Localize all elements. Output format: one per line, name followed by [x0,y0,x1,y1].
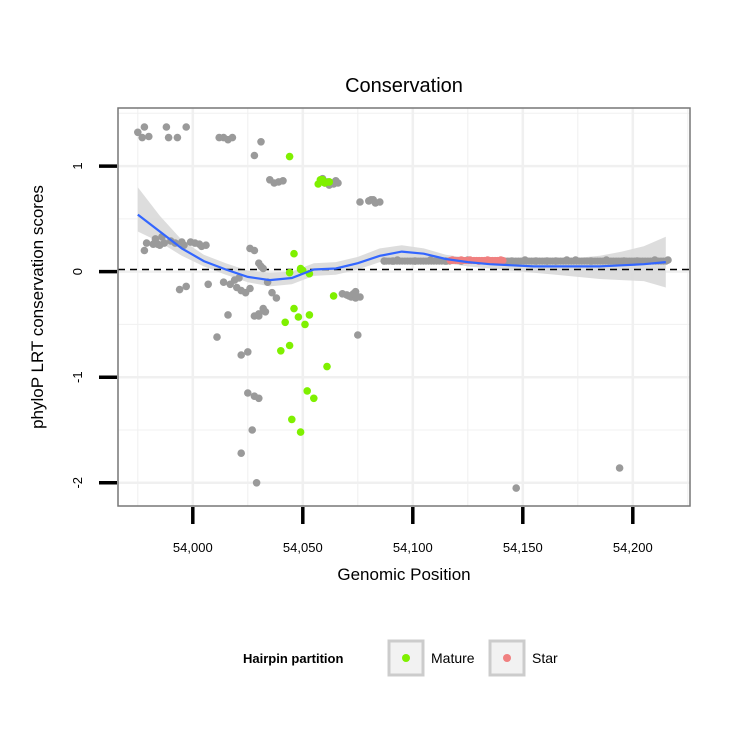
other-point [254,394,263,403]
other-point [134,128,142,137]
mature-point [288,415,296,424]
mature-point [325,178,334,186]
other-point [237,449,245,458]
other-point [180,241,188,249]
y-tick-label: 1 [70,162,85,169]
other-point [512,484,520,492]
legend: Hairpin partition Mature Star [243,639,558,677]
mature-point [281,318,290,327]
other-point [235,274,243,282]
mature-point [285,341,294,350]
y-tick-label: -1 [70,371,85,383]
panel-border [117,107,691,507]
other-point [138,133,146,142]
mature-point [310,394,318,403]
smooth-line [137,213,666,282]
legend-label-star: Star [532,650,558,666]
x-axis-title: Genomic Position [337,565,470,584]
mature-point [305,311,314,319]
plot-panel [118,108,690,506]
mature-point [301,320,309,329]
other-point [173,133,182,142]
other-point [246,284,254,293]
other-point [204,280,212,289]
y-tick-label: -2 [70,477,85,489]
y-axis-title: phyloP LRT conservation scores [28,185,47,429]
other-point [248,426,256,434]
mature-point [285,268,294,277]
other-point [268,288,276,297]
other-point [662,257,670,265]
smooth-line-layer [137,213,666,282]
other-point [244,389,252,397]
other-point [213,333,221,341]
y-axis: -2 -1 0 1 [70,162,117,489]
other-point [162,123,171,131]
legend-label-mature: Mature [431,650,475,666]
other-point [356,198,364,206]
other-point [219,278,228,287]
other-point [369,196,378,204]
other-point [228,133,237,142]
other-point [140,246,149,255]
other-point [338,290,347,298]
other-point [224,311,232,319]
mature-point [294,313,303,321]
other-point [334,179,342,187]
x-tick-label: 54,100 [393,540,433,555]
other-point [254,312,263,320]
x-tick-label: 54,000 [173,540,213,555]
chart-title: Conservation [345,75,463,97]
other-point [244,348,252,356]
other-point [259,264,268,273]
other-point [376,198,384,206]
other-point [237,351,245,359]
other-point [354,331,362,339]
other-point [252,479,261,487]
mature-point [303,387,312,395]
other-point [175,285,184,294]
other-point [257,138,265,146]
mature-point [323,362,331,371]
mature-point [296,428,305,436]
star-point [499,256,507,265]
other-point [160,239,168,247]
data-points-layer [134,123,672,492]
legend-swatch-star [503,654,511,662]
other-point [250,151,259,160]
x-tick-label: 54,150 [503,540,543,555]
mature-point [277,347,285,355]
gridlines [118,108,690,506]
other-point [259,304,268,313]
mature-point [290,249,298,258]
mature-point [285,152,294,161]
x-tick-label: 54,200 [613,540,653,555]
other-point [356,293,364,301]
other-point [250,246,259,255]
other-point [279,177,287,185]
y-tick-label: 0 [70,268,85,275]
mature-point [296,265,305,274]
legend-title: Hairpin partition [243,651,343,666]
other-point [182,282,190,291]
legend-key-mature [387,639,425,677]
other-point [615,464,624,472]
legend-swatch-mature [402,654,410,662]
other-point [164,133,173,142]
mature-point [318,176,327,184]
x-axis: 54,000 54,050 54,100 54,150 54,200 [173,507,653,555]
mature-point [290,304,298,313]
other-point [182,123,190,131]
other-point [202,241,210,249]
other-point [153,240,162,248]
other-point [145,132,153,141]
mature-point [329,292,338,300]
other-point [272,294,281,302]
x-tick-label: 54,050 [283,540,323,555]
other-point [140,123,149,131]
other-point [349,290,358,298]
other-point [142,239,151,247]
